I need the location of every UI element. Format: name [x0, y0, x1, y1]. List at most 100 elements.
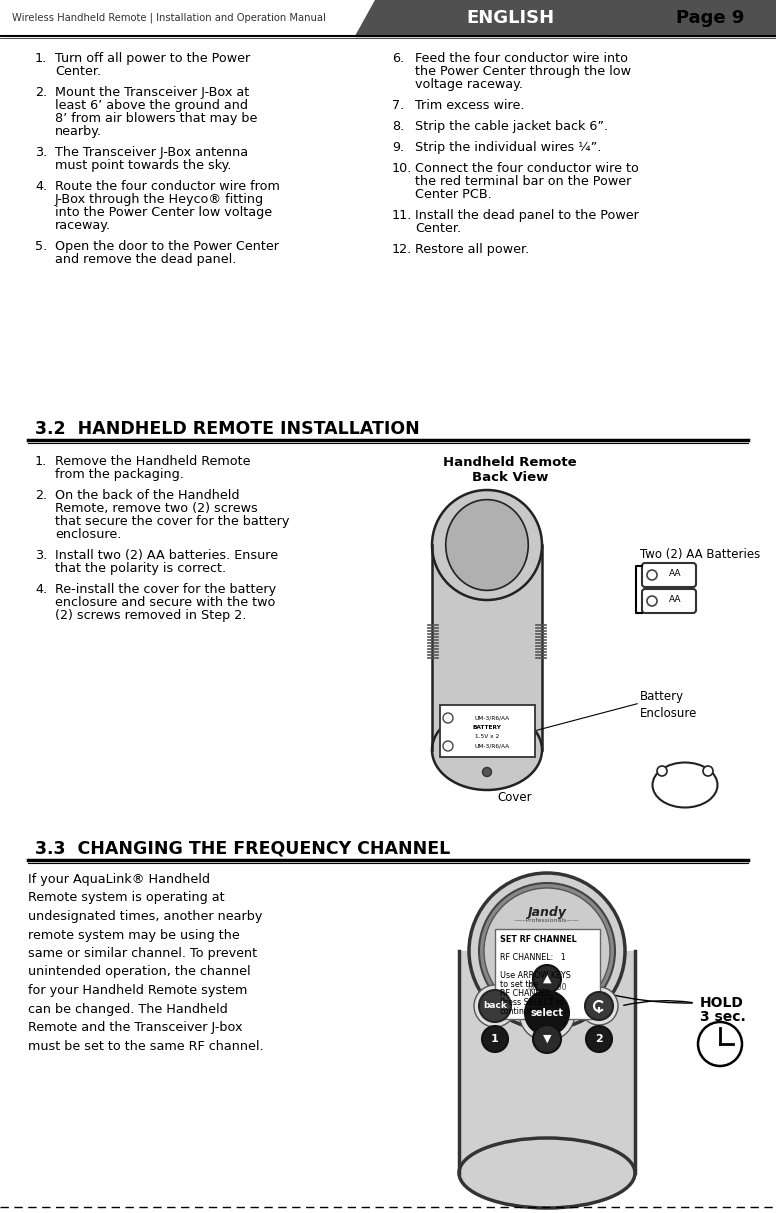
- Text: UM-3/R6/AA: UM-3/R6/AA: [474, 714, 510, 721]
- Circle shape: [647, 596, 657, 606]
- Text: J-Box through the Heyco® fitting: J-Box through the Heyco® fitting: [55, 193, 264, 206]
- Text: 9.: 9.: [392, 141, 404, 154]
- Text: Center.: Center.: [415, 222, 461, 235]
- Text: HOLD: HOLD: [700, 996, 744, 1010]
- Text: 1.5V x 2: 1.5V x 2: [475, 734, 499, 739]
- Text: nearby.: nearby.: [55, 125, 102, 138]
- Bar: [0, 0, 776, 36]
- Text: 3.2  HANDHELD REMOTE INSTALLATION: 3.2 HANDHELD REMOTE INSTALLATION: [35, 420, 420, 438]
- Text: Restore all power.: Restore all power.: [415, 243, 529, 256]
- FancyBboxPatch shape: [642, 590, 696, 613]
- Text: SET RF CHANNEL: SET RF CHANNEL: [500, 935, 577, 944]
- Circle shape: [585, 992, 613, 1020]
- Text: least 6’ above the ground and: least 6’ above the ground and: [55, 99, 248, 112]
- FancyBboxPatch shape: [642, 563, 696, 587]
- Text: Install the dead panel to the Power: Install the dead panel to the Power: [415, 209, 639, 222]
- Text: 3.3  CHANGING THE FREQUENCY CHANNEL: 3.3 CHANGING THE FREQUENCY CHANNEL: [35, 839, 450, 858]
- Text: Page 9: Page 9: [676, 8, 744, 27]
- Circle shape: [479, 990, 511, 1023]
- Text: AA: AA: [669, 569, 681, 579]
- Ellipse shape: [432, 710, 542, 790]
- Text: Turn off all power to the Power: Turn off all power to the Power: [55, 52, 250, 66]
- Text: the Power Center through the low: the Power Center through the low: [415, 66, 631, 78]
- Text: continue.: continue.: [500, 1007, 537, 1016]
- Ellipse shape: [479, 883, 615, 1019]
- Text: UM-3/R6/AA: UM-3/R6/AA: [474, 744, 510, 748]
- Text: The Transceiver J-Box antenna: The Transceiver J-Box antenna: [55, 146, 248, 159]
- Text: Remove the Handheld Remote: Remove the Handheld Remote: [55, 455, 251, 468]
- Bar: [445, 545, 528, 560]
- Text: 2.: 2.: [35, 489, 47, 502]
- Text: to set the: to set the: [500, 980, 539, 989]
- Text: On the back of the Handheld: On the back of the Handheld: [55, 489, 240, 502]
- Text: and remove the dead panel.: and remove the dead panel.: [55, 254, 237, 266]
- Ellipse shape: [653, 763, 718, 808]
- Text: Handheld Remote: Handheld Remote: [443, 456, 577, 469]
- Text: 4.: 4.: [35, 583, 47, 596]
- Text: back: back: [483, 1002, 507, 1010]
- Text: 7.: 7.: [392, 99, 404, 112]
- Circle shape: [533, 1025, 561, 1053]
- Text: Remote, remove two (2) screws: Remote, remove two (2) screws: [55, 502, 258, 516]
- Text: into the Power Center low voltage: into the Power Center low voltage: [55, 206, 272, 220]
- Circle shape: [703, 765, 713, 776]
- Text: 1.: 1.: [35, 455, 47, 468]
- Text: Wireless Handheld Remote | Installation and Operation Manual: Wireless Handheld Remote | Installation …: [12, 13, 326, 23]
- Text: 8.: 8.: [392, 120, 404, 133]
- Text: Press SELECT to: Press SELECT to: [500, 998, 564, 1007]
- Text: (2) screws removed in Step 2.: (2) screws removed in Step 2.: [55, 609, 246, 622]
- Text: must point towards the sky.: must point towards the sky.: [55, 159, 231, 172]
- Text: Feed the four conductor wire into: Feed the four conductor wire into: [415, 52, 628, 66]
- Text: that the polarity is correct.: that the polarity is correct.: [55, 562, 226, 575]
- Text: Trim excess wire.: Trim excess wire.: [415, 99, 525, 112]
- Circle shape: [698, 1023, 742, 1066]
- Circle shape: [647, 570, 657, 580]
- Text: Center PCB.: Center PCB.: [415, 188, 492, 201]
- Bar: [459, 951, 635, 1173]
- Text: Re-install the cover for the battery: Re-install the cover for the battery: [55, 583, 276, 596]
- Circle shape: [443, 741, 453, 751]
- Circle shape: [482, 1026, 508, 1052]
- Bar: [495, 929, 600, 1019]
- Text: RF CHANNEL:   1: RF CHANNEL: 1: [500, 953, 566, 962]
- Text: Strip the individual wires ¼”.: Strip the individual wires ¼”.: [415, 141, 601, 154]
- Bar: [440, 705, 535, 757]
- Text: Use ARROW KEYS: Use ARROW KEYS: [500, 970, 571, 980]
- Ellipse shape: [484, 888, 610, 1014]
- Text: that secure the cover for the battery: that secure the cover for the battery: [55, 516, 289, 528]
- Text: 5.: 5.: [35, 240, 47, 254]
- Text: 12.: 12.: [392, 243, 412, 256]
- Circle shape: [586, 1026, 612, 1052]
- Text: 6.: 6.: [392, 52, 404, 66]
- Text: 3 sec.: 3 sec.: [700, 1010, 746, 1024]
- Text: 11.: 11.: [392, 209, 412, 222]
- Text: R0444300: R0444300: [527, 983, 566, 992]
- Text: raceway.: raceway.: [55, 220, 111, 232]
- Text: 2: 2: [595, 1033, 603, 1044]
- Circle shape: [657, 765, 667, 776]
- Text: 4.: 4.: [35, 180, 47, 193]
- Text: RF CHANNEL.: RF CHANNEL.: [500, 989, 553, 998]
- Bar: [600, 0, 776, 36]
- Circle shape: [483, 768, 491, 776]
- Text: ——Professionals——: ——Professionals——: [514, 918, 580, 923]
- Circle shape: [533, 966, 561, 993]
- Text: voltage raceway.: voltage raceway.: [415, 78, 523, 91]
- Text: ENGLISH: ENGLISH: [466, 8, 554, 27]
- Text: Open the door to the Power Center: Open the door to the Power Center: [55, 240, 279, 254]
- Text: If your AquaLink® Handheld
Remote system is operating at
undesignated times, ano: If your AquaLink® Handheld Remote system…: [28, 873, 264, 1053]
- Text: Center.: Center.: [55, 66, 101, 78]
- Bar: [432, 545, 542, 750]
- Text: Battery
Enclosure: Battery Enclosure: [640, 690, 698, 721]
- Text: Two (2) AA Batteries: Two (2) AA Batteries: [640, 548, 760, 560]
- Text: Cover: Cover: [497, 791, 532, 804]
- Text: 10.: 10.: [392, 163, 412, 175]
- Circle shape: [519, 985, 575, 1041]
- Text: ▼: ▼: [542, 1033, 551, 1044]
- Circle shape: [580, 987, 618, 1025]
- Text: Jandy: Jandy: [528, 906, 566, 919]
- Bar: [658, 736, 713, 758]
- Text: Connect the four conductor wire to: Connect the four conductor wire to: [415, 163, 639, 175]
- Circle shape: [474, 985, 516, 1027]
- Text: 2.: 2.: [35, 86, 47, 99]
